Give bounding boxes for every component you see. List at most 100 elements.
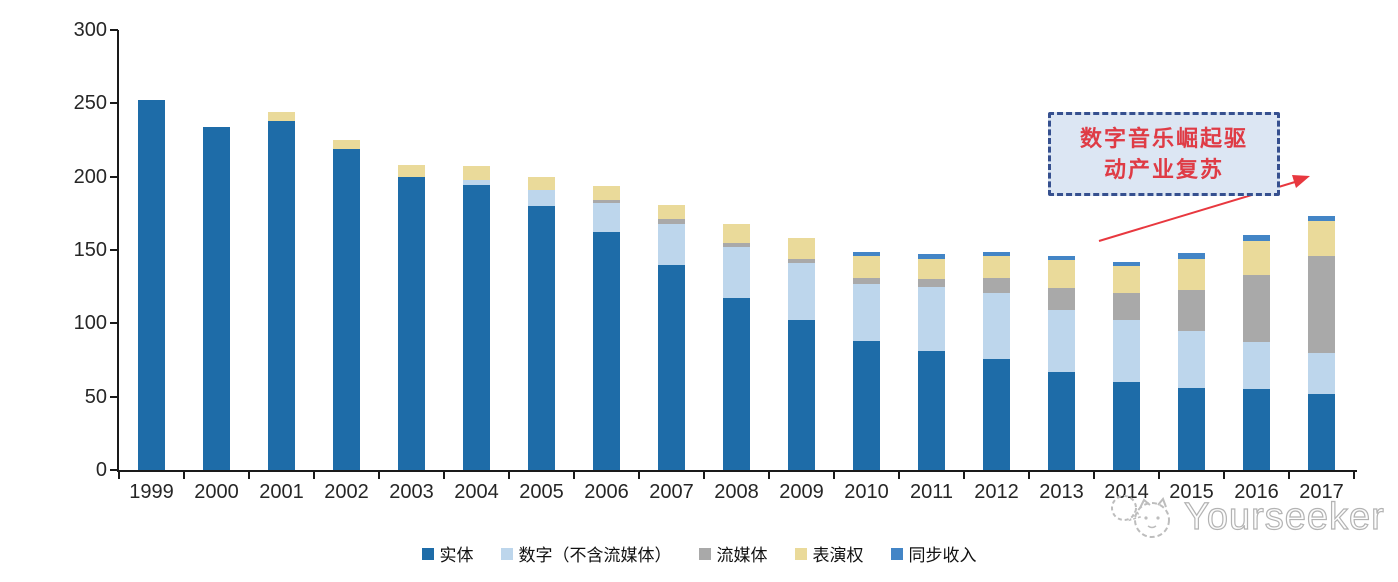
x-tick-label: 2014 (1104, 481, 1149, 503)
bar-segment (853, 255, 880, 278)
y-tick-label: 50 (84, 385, 107, 408)
x-tick-label: 1999 (129, 481, 174, 503)
y-tick-label: 150 (73, 239, 107, 261)
bar-segment (1048, 260, 1075, 289)
x-tick-mark (378, 472, 380, 479)
legend-item: 流媒体 (698, 541, 768, 566)
stacked-bar-2003 (398, 164, 425, 470)
bar-segment (1308, 255, 1335, 353)
x-tick-label: 2000 (194, 481, 239, 503)
stacked-bar-2016 (1243, 235, 1270, 470)
bar-segment (853, 277, 880, 284)
bar-segment (918, 351, 945, 470)
x-tick-label: 2012 (974, 481, 1019, 503)
legend-swatch (794, 547, 807, 560)
y-tick-label: 250 (73, 92, 107, 115)
legend-swatch (500, 547, 513, 560)
x-tick-mark (313, 472, 315, 479)
stacked-bar-2008 (723, 223, 750, 470)
bar-segment (983, 277, 1010, 293)
bar-segment (918, 286, 945, 352)
bar-segment (1243, 342, 1270, 390)
y-tick-mark (110, 469, 118, 471)
bar-segment (1243, 274, 1270, 343)
bar-segment (528, 206, 555, 470)
bar-segment (463, 185, 490, 470)
x-tick-label: 2008 (714, 481, 759, 503)
y-tick-mark (110, 29, 118, 31)
bar-segment (1113, 382, 1140, 470)
x-tick-label: 2011 (909, 481, 954, 503)
stacked-bar-2004 (463, 166, 490, 470)
bar-segment (983, 255, 1010, 278)
stacked-bar-2013 (1048, 255, 1075, 470)
stacked-bar-2017 (1308, 216, 1335, 470)
annotation-text-line1: 数字音乐崛起驱 (1079, 126, 1248, 151)
bar-segment (463, 179, 490, 186)
x-tick-mark (768, 472, 770, 479)
bar-segment (203, 126, 230, 470)
x-tick-label: 2001 (259, 481, 304, 503)
x-tick-mark (898, 472, 900, 479)
bar-segment (1048, 255, 1075, 261)
y-tick-mark (110, 175, 118, 178)
bar-segment (1308, 220, 1335, 256)
stacked-bar-2000 (203, 126, 230, 470)
legend-item: 数字（不含流媒体） (500, 541, 672, 566)
bar-segment (658, 223, 685, 265)
legend-swatch (698, 547, 711, 560)
bar-segment (268, 120, 295, 470)
x-tick-label: 2006 (584, 481, 629, 503)
bar-segment (853, 251, 880, 256)
y-tick-label: 200 (73, 165, 107, 188)
x-tick-mark (833, 472, 835, 479)
y-tick-mark (110, 249, 118, 251)
annotation-callout: 数字音乐崛起驱 动产业复苏 (1048, 112, 1280, 196)
y-tick-mark (110, 322, 118, 325)
legend-label: 实体 (439, 546, 474, 565)
x-axis-line (117, 470, 1357, 472)
y-tick-mark (110, 395, 118, 398)
legend-item: 同步收入 (890, 541, 977, 566)
bar-segment (1178, 330, 1205, 388)
bar-segment (463, 166, 490, 180)
legend-item: 实体 (421, 541, 474, 566)
bar-segment (658, 264, 685, 470)
bar-segment (1113, 266, 1140, 293)
bar-segment (333, 140, 360, 149)
bar-segment (788, 258, 815, 264)
bar-segment (1048, 310, 1075, 372)
stacked-bar-2002 (333, 140, 360, 470)
legend-item: 表演权 (794, 541, 864, 566)
x-tick-mark (248, 472, 250, 479)
bar-segment (1113, 320, 1140, 382)
bar-segment (918, 258, 945, 280)
bar-segment (1308, 352, 1335, 394)
x-tick-label: 2003 (389, 481, 434, 503)
x-tick-mark (118, 472, 120, 479)
bar-segment (1243, 389, 1270, 470)
bar-segment (1048, 371, 1075, 470)
bar-segment (723, 242, 750, 248)
y-tick-mark (110, 102, 118, 105)
yourseeker-cat-logo-icon (1111, 495, 1170, 538)
y-tick-label: 0 (95, 459, 107, 481)
bar-segment (723, 223, 750, 243)
legend-label: 表演权 (812, 546, 864, 565)
x-tick-label: 2017 (1299, 481, 1344, 503)
annotation-text-line2: 动产业复苏 (1103, 157, 1224, 182)
x-tick-label: 2015 (1169, 481, 1214, 503)
bar-segment (1308, 216, 1335, 221)
x-tick-mark (573, 472, 575, 479)
x-tick-label: 2005 (519, 481, 564, 503)
stacked-bar-2005 (528, 176, 555, 470)
bar-segment (1178, 289, 1205, 331)
stacked-bar-2010 (853, 251, 880, 470)
legend-swatch (421, 547, 434, 560)
bar-segment (1113, 292, 1140, 321)
stacked-bar-2009 (788, 238, 815, 470)
x-tick-mark (443, 472, 445, 479)
x-tick-mark (963, 472, 965, 479)
x-tick-label: 2002 (324, 481, 369, 503)
